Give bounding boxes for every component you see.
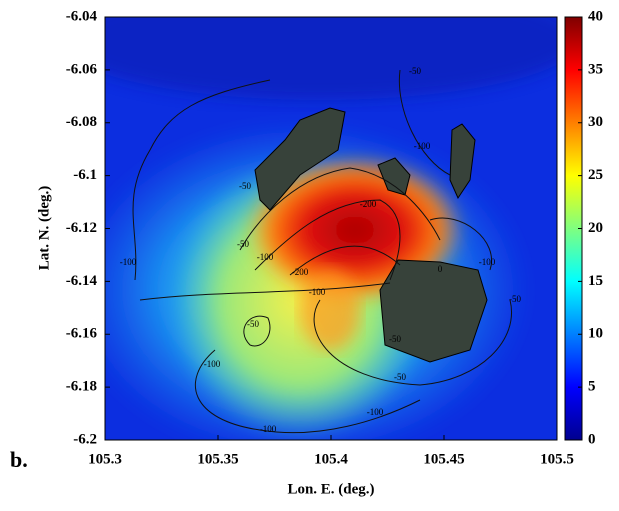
colorbar-tick-label: 5 (588, 379, 596, 395)
contour-lines (132, 69, 512, 434)
y-tick-label: -6.12 (66, 220, 97, 236)
island (379, 259, 488, 363)
contour-label: -100 (204, 359, 221, 369)
y-tick-label: -6.06 (66, 61, 98, 77)
colorbar-tick-label: 25 (588, 167, 603, 183)
x-tick-label: 105.3 (88, 451, 122, 467)
y-tick-label: -6.2 (73, 431, 97, 447)
island (254, 107, 346, 211)
y-tick-label: -6.18 (66, 379, 97, 395)
contour-label: -100 (260, 424, 277, 434)
contour-label: -100 (479, 257, 496, 267)
contour-label: -50 (394, 372, 406, 382)
heatmap-field (105, 17, 557, 440)
y-tick-label: -6.14 (66, 273, 98, 289)
colorbar-tick-label: 40 (588, 8, 603, 24)
contour-label: -50 (409, 66, 421, 76)
x-tick-label: 105.35 (197, 451, 238, 467)
contour-label: 0 (438, 264, 443, 274)
contour-label: -50 (509, 294, 521, 304)
y-tick-label: -6.16 (66, 326, 98, 342)
island (377, 157, 411, 196)
panel-label: b. (10, 447, 28, 472)
contour-label: -100 (309, 287, 326, 297)
y-tick-label: -6.04 (66, 8, 98, 24)
colorbar-tick-label: 15 (588, 273, 603, 289)
y-tick-label: -6.1 (73, 167, 97, 183)
contour-label: -50 (389, 334, 401, 344)
contour-label: -50 (237, 239, 249, 249)
colorbar-tick-label: 0 (588, 431, 596, 447)
x-tick-label: 105.5 (540, 451, 574, 467)
contour-label: -100 (257, 252, 274, 262)
colorbar-tick-label: 35 (588, 61, 603, 77)
contour-label: -200 (292, 267, 309, 277)
x-tick-label: 105.4 (314, 451, 348, 467)
y-tick-label: -6.08 (66, 114, 97, 130)
x-axis-label: Lon. E. (deg.) (287, 481, 374, 497)
contour-label: -100 (367, 407, 384, 417)
colorbar-tick-label: 20 (588, 220, 603, 236)
contour-label: -100 (414, 141, 431, 151)
y-axis-label: Lat. N. (deg.) (36, 186, 52, 271)
contour-label: -50 (239, 181, 251, 191)
x-tick-label: 105.45 (423, 451, 464, 467)
contour-label: -100 (120, 257, 137, 267)
island (449, 123, 476, 200)
contour-label: -50 (247, 319, 259, 329)
colorbar-tick-label: 30 (588, 114, 603, 130)
contour-label: -200 (360, 199, 377, 209)
colorbar-tick-label: 10 (588, 326, 603, 342)
